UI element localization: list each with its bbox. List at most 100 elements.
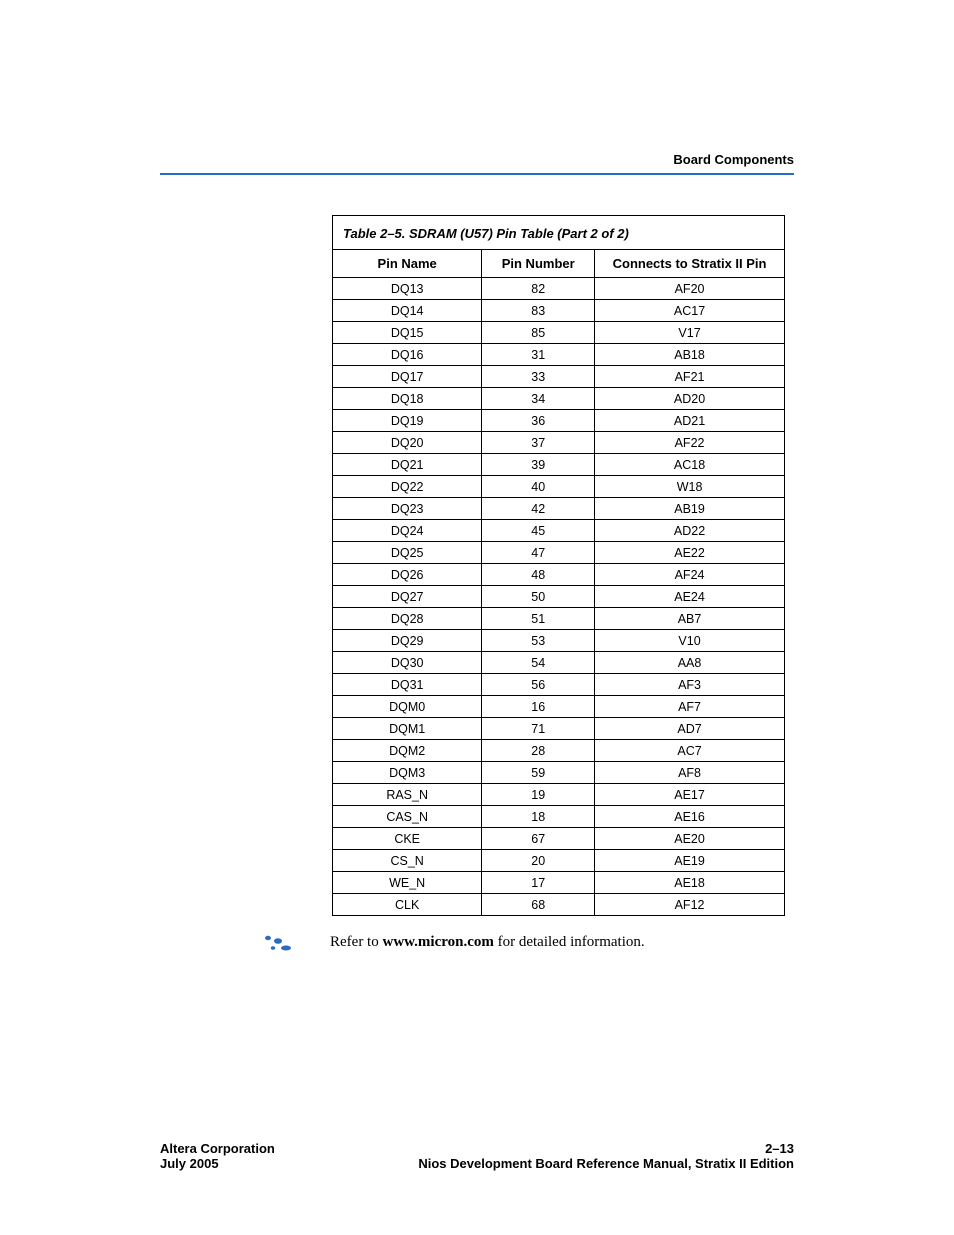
table-row: DQ2342AB19 xyxy=(333,498,784,520)
cell-pin-number: 59 xyxy=(482,762,595,784)
cell-pin-number: 18 xyxy=(482,806,595,828)
cell-connects: AD21 xyxy=(595,410,784,432)
table-row: DQ3054AA8 xyxy=(333,652,784,674)
cell-connects: AF3 xyxy=(595,674,784,696)
page-footer: Altera Corporation July 2005 2–13 Nios D… xyxy=(160,1141,794,1171)
cell-connects: AF7 xyxy=(595,696,784,718)
cell-pin-name: CLK xyxy=(333,894,482,916)
cell-pin-number: 36 xyxy=(482,410,595,432)
cell-pin-number: 71 xyxy=(482,718,595,740)
cell-pin-name: DQ14 xyxy=(333,300,482,322)
cell-pin-name: DQ19 xyxy=(333,410,482,432)
table-row: DQ1585V17 xyxy=(333,322,784,344)
cell-pin-number: 68 xyxy=(482,894,595,916)
cell-connects: AC7 xyxy=(595,740,784,762)
cell-pin-name: DQ22 xyxy=(333,476,482,498)
cell-connects: V10 xyxy=(595,630,784,652)
cell-connects: AF21 xyxy=(595,366,784,388)
cell-connects: AF20 xyxy=(595,278,784,300)
table-row: DQ3156AF3 xyxy=(333,674,784,696)
cell-pin-number: 54 xyxy=(482,652,595,674)
table-row: DQ2547AE22 xyxy=(333,542,784,564)
cell-pin-number: 39 xyxy=(482,454,595,476)
table-row: DQ2240W18 xyxy=(333,476,784,498)
cell-pin-name: DQ31 xyxy=(333,674,482,696)
cell-connects: AE22 xyxy=(595,542,784,564)
footer-date: July 2005 xyxy=(160,1156,275,1171)
table-row: DQM359AF8 xyxy=(333,762,784,784)
reference-note-text: Refer to www.micron.com for detailed inf… xyxy=(330,934,645,951)
cell-pin-number: 17 xyxy=(482,872,595,894)
cell-pin-number: 85 xyxy=(482,322,595,344)
cell-pin-name: DQ24 xyxy=(333,520,482,542)
cell-pin-name: DQ27 xyxy=(333,586,482,608)
cell-pin-number: 28 xyxy=(482,740,595,762)
cell-pin-name: CKE xyxy=(333,828,482,850)
cell-pin-name: DQ20 xyxy=(333,432,482,454)
table-row: DQ1733AF21 xyxy=(333,366,784,388)
cell-pin-number: 40 xyxy=(482,476,595,498)
page-section-header: Board Components xyxy=(160,152,794,167)
cell-pin-number: 37 xyxy=(482,432,595,454)
cell-connects: AA8 xyxy=(595,652,784,674)
cell-pin-name: DQ15 xyxy=(333,322,482,344)
cell-pin-name: DQ29 xyxy=(333,630,482,652)
cell-pin-number: 45 xyxy=(482,520,595,542)
cell-connects: V17 xyxy=(595,322,784,344)
cell-pin-number: 83 xyxy=(482,300,595,322)
table-row: DQ2445AD22 xyxy=(333,520,784,542)
col-header-pin-number: Pin Number xyxy=(482,250,595,278)
cell-pin-number: 56 xyxy=(482,674,595,696)
table-row: DQ1631AB18 xyxy=(333,344,784,366)
table-row: DQ1834AD20 xyxy=(333,388,784,410)
table-row: WE_N17AE18 xyxy=(333,872,784,894)
cell-pin-number: 53 xyxy=(482,630,595,652)
cell-pin-name: DQ26 xyxy=(333,564,482,586)
cell-pin-number: 47 xyxy=(482,542,595,564)
cell-pin-name: DQ18 xyxy=(333,388,482,410)
note-prefix: Refer to xyxy=(330,934,382,950)
cell-connects: AC18 xyxy=(595,454,784,476)
cell-pin-number: 42 xyxy=(482,498,595,520)
cell-pin-name: DQ17 xyxy=(333,366,482,388)
table-row: CAS_N18AE16 xyxy=(333,806,784,828)
cell-connects: AD7 xyxy=(595,718,784,740)
cell-pin-number: 48 xyxy=(482,564,595,586)
note-suffix: for detailed information. xyxy=(494,934,645,950)
info-icon xyxy=(262,934,294,954)
cell-connects: AF22 xyxy=(595,432,784,454)
footer-page-number: 2–13 xyxy=(418,1141,794,1156)
footer-company: Altera Corporation xyxy=(160,1141,275,1156)
cell-pin-number: 16 xyxy=(482,696,595,718)
table-row: DQ2037AF22 xyxy=(333,432,784,454)
table-header-row: Pin Name Pin Number Connects to Stratix … xyxy=(333,250,784,278)
table-row: CKE67AE20 xyxy=(333,828,784,850)
cell-pin-number: 33 xyxy=(482,366,595,388)
cell-connects: AE24 xyxy=(595,586,784,608)
pin-table: Pin Name Pin Number Connects to Stratix … xyxy=(333,250,784,915)
cell-connects: AE16 xyxy=(595,806,784,828)
col-header-connects: Connects to Stratix II Pin xyxy=(595,250,784,278)
header-rule xyxy=(160,173,794,175)
cell-connects: AD22 xyxy=(595,520,784,542)
cell-pin-number: 34 xyxy=(482,388,595,410)
cell-pin-number: 82 xyxy=(482,278,595,300)
cell-pin-name: DQ21 xyxy=(333,454,482,476)
cell-connects: AD20 xyxy=(595,388,784,410)
cell-connects: AE17 xyxy=(595,784,784,806)
cell-pin-name: DQ16 xyxy=(333,344,482,366)
table-row: DQ1382AF20 xyxy=(333,278,784,300)
cell-connects: AF8 xyxy=(595,762,784,784)
table-row: DQ1936AD21 xyxy=(333,410,784,432)
cell-pin-number: 20 xyxy=(482,850,595,872)
cell-pin-name: WE_N xyxy=(333,872,482,894)
cell-pin-number: 50 xyxy=(482,586,595,608)
table-row: DQM171AD7 xyxy=(333,718,784,740)
cell-connects: AF24 xyxy=(595,564,784,586)
cell-connects: AE20 xyxy=(595,828,784,850)
cell-pin-name: DQ25 xyxy=(333,542,482,564)
cell-pin-name: DQM3 xyxy=(333,762,482,784)
cell-connects: W18 xyxy=(595,476,784,498)
cell-pin-name: DQM0 xyxy=(333,696,482,718)
table-row: CS_N20AE19 xyxy=(333,850,784,872)
